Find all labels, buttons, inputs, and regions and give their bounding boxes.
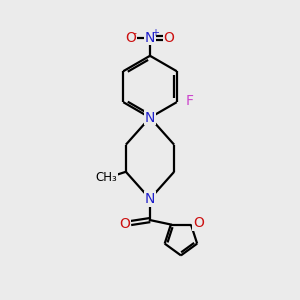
Text: O: O bbox=[126, 31, 136, 45]
Text: O: O bbox=[119, 218, 130, 232]
Text: O: O bbox=[193, 216, 204, 230]
Text: -: - bbox=[132, 28, 136, 38]
Text: CH₃: CH₃ bbox=[96, 171, 118, 184]
Text: O: O bbox=[164, 31, 174, 45]
Text: N: N bbox=[145, 111, 155, 124]
Text: N: N bbox=[145, 192, 155, 206]
Text: F: F bbox=[185, 94, 193, 108]
Text: +: + bbox=[151, 28, 159, 38]
Text: N: N bbox=[145, 31, 155, 44]
